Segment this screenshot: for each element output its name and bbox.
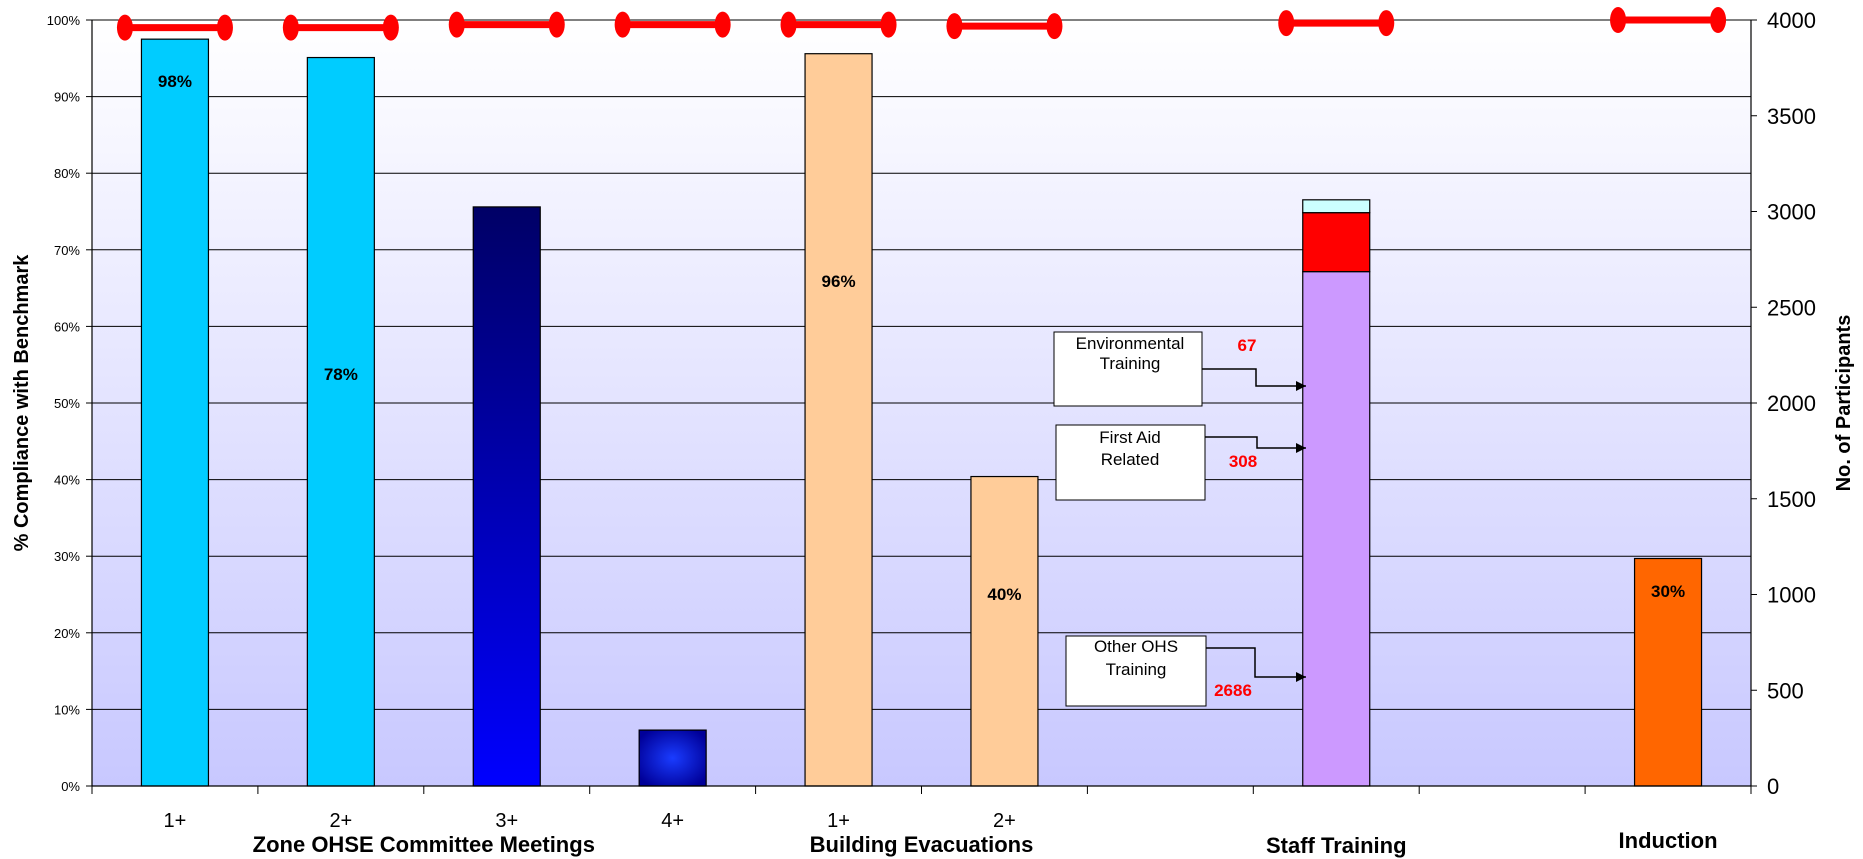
bar: [472, 206, 541, 787]
bar: [804, 53, 873, 787]
right-axis-title: No. of Participants: [1833, 315, 1855, 492]
left-tick-label: 100%: [47, 13, 81, 28]
right-tick-label: 3500: [1767, 104, 1816, 129]
right-tick-label: 500: [1767, 678, 1804, 703]
bar: [140, 38, 210, 787]
bar: [306, 56, 375, 787]
benchmark-marker: [1610, 7, 1727, 33]
benchmark-marker: [116, 14, 233, 41]
benchmark-marker: [614, 11, 731, 38]
left-tick-label: 30%: [54, 549, 80, 564]
left-tick-label: 50%: [54, 396, 80, 411]
segment-callout: First Aid Related 308: [1055, 424, 1306, 501]
stacked-bar-segment: [1302, 271, 1371, 787]
x-group-label: Building Evacuations: [810, 832, 1034, 857]
bar-data-label: 30%: [1651, 582, 1685, 601]
callout-label: Other OHS: [1094, 637, 1178, 656]
left-tick-label: 80%: [54, 166, 80, 181]
x-category-label: 2+: [993, 810, 1016, 832]
bar-data-label: 96%: [822, 272, 856, 291]
callout-label: First Aid: [1099, 428, 1160, 447]
benchmark-marker: [282, 14, 399, 41]
left-tick-label: 40%: [54, 473, 80, 488]
left-tick-label: 60%: [54, 319, 80, 334]
stacked-bar-segment: [1302, 212, 1371, 273]
x-category-label: 4+: [661, 810, 684, 832]
bar-data-label: 78%: [324, 365, 358, 384]
callout-value: 67: [1238, 336, 1257, 355]
right-tick-label: 4000: [1767, 8, 1816, 33]
left-tick-label: 90%: [54, 90, 80, 105]
bar: [1633, 557, 1703, 787]
bar-data-label: 40%: [987, 585, 1021, 604]
left-axis-title: % Compliance with Benchmark: [11, 254, 33, 552]
x-category-label: 3+: [495, 810, 518, 832]
benchmark-marker: [946, 13, 1063, 40]
left-tick-label: 70%: [54, 243, 80, 258]
right-tick-label: 1000: [1767, 583, 1816, 608]
benchmark-marker: [780, 11, 897, 38]
left-tick-label: 10%: [54, 702, 80, 717]
callout-value: 2686: [1214, 681, 1252, 700]
callout-label: Training: [1100, 354, 1161, 373]
segment-callout: Other OHS Training 2686: [1065, 635, 1306, 707]
x-category-label: 1+: [164, 810, 187, 832]
x-group-label: Zone OHSE Committee Meetings: [253, 832, 595, 857]
left-tick-label: 0%: [61, 779, 80, 794]
x-category-label: 1+: [827, 810, 850, 832]
right-tick-label: 3000: [1767, 200, 1816, 225]
bar: [970, 475, 1039, 787]
bar-data-label: 98%: [158, 72, 192, 91]
x-group-label: Induction: [1619, 828, 1718, 853]
stacked-bar-segment: [1302, 199, 1371, 214]
bar: [638, 729, 707, 787]
benchmark-marker: [1278, 10, 1395, 37]
callout-label: Related: [1101, 450, 1160, 469]
x-group-label: Staff Training: [1266, 833, 1407, 858]
right-tick-label: 0: [1767, 774, 1779, 799]
right-tick-label: 2000: [1767, 391, 1816, 416]
x-category-label: 2+: [329, 810, 352, 832]
left-tick-label: 20%: [54, 626, 80, 641]
right-tick-label: 1500: [1767, 487, 1816, 512]
callout-label: Environmental: [1076, 334, 1185, 353]
right-tick-label: 2500: [1767, 295, 1816, 320]
callout-label: Training: [1106, 660, 1167, 679]
callout-value: 308: [1229, 452, 1257, 471]
benchmark-marker: [448, 11, 565, 38]
